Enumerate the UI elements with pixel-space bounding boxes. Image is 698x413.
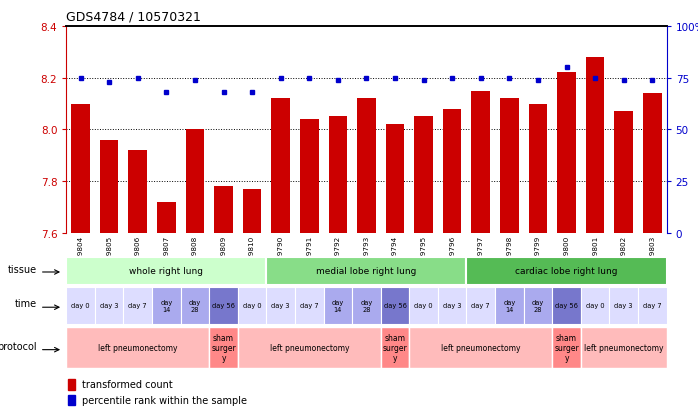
Bar [586,58,604,233]
Text: day 7: day 7 [643,303,662,309]
Text: percentile rank within the sample: percentile rank within the sample [82,395,247,405]
Bar [443,109,461,233]
Text: day 0: day 0 [586,303,604,309]
Text: left pneumonectomy: left pneumonectomy [584,343,664,352]
Bar [71,104,90,233]
Bar [128,151,147,233]
Bar [68,395,75,406]
Text: day 56: day 56 [555,303,578,309]
Text: day
14: day 14 [161,299,172,312]
Text: whole right lung: whole right lung [129,266,203,275]
Bar [68,379,75,389]
Bar [557,73,576,233]
Bar [272,99,290,233]
Text: day 7: day 7 [471,303,490,309]
Text: cardiac lobe right lung: cardiac lobe right lung [515,266,618,275]
Text: day 3: day 3 [100,303,119,309]
Text: day 0: day 0 [71,303,90,309]
Bar [243,190,261,233]
Bar [528,104,547,233]
Text: sham
surger
y: sham surger y [554,333,579,363]
Text: transformed count: transformed count [82,379,173,389]
Text: day 3: day 3 [443,303,461,309]
Text: day 0: day 0 [415,303,433,309]
Text: GDS4784 / 10570321: GDS4784 / 10570321 [66,10,201,23]
Text: day
28: day 28 [360,299,373,312]
Text: left pneumonectomy: left pneumonectomy [441,343,521,352]
Text: day
14: day 14 [332,299,344,312]
Text: day 7: day 7 [300,303,318,309]
Bar [157,202,176,233]
Bar [614,112,633,233]
Text: day 3: day 3 [272,303,290,309]
Text: time: time [15,299,36,309]
Text: tissue: tissue [8,265,36,275]
Text: day 7: day 7 [128,303,147,309]
Text: day
28: day 28 [532,299,544,312]
Bar [300,120,318,233]
Text: day
28: day 28 [189,299,201,312]
Text: day
14: day 14 [503,299,516,312]
Text: left pneumonectomy: left pneumonectomy [269,343,349,352]
Text: day 0: day 0 [243,303,262,309]
Text: left pneumonectomy: left pneumonectomy [98,343,177,352]
Bar [100,140,119,233]
Bar [329,117,347,233]
Bar [643,94,662,233]
Text: day 56: day 56 [384,303,406,309]
Bar [471,91,490,233]
Text: sham
surger
y: sham surger y [383,333,408,363]
Bar [415,117,433,233]
Text: medial lobe right lung: medial lobe right lung [316,266,417,275]
Bar [386,125,404,233]
Text: protocol: protocol [0,341,36,351]
Bar [500,99,519,233]
Text: day 3: day 3 [614,303,633,309]
Bar [357,99,376,233]
Bar [214,187,233,233]
Bar [186,130,205,233]
Text: day 56: day 56 [212,303,235,309]
Text: sham
surger
y: sham surger y [211,333,236,363]
